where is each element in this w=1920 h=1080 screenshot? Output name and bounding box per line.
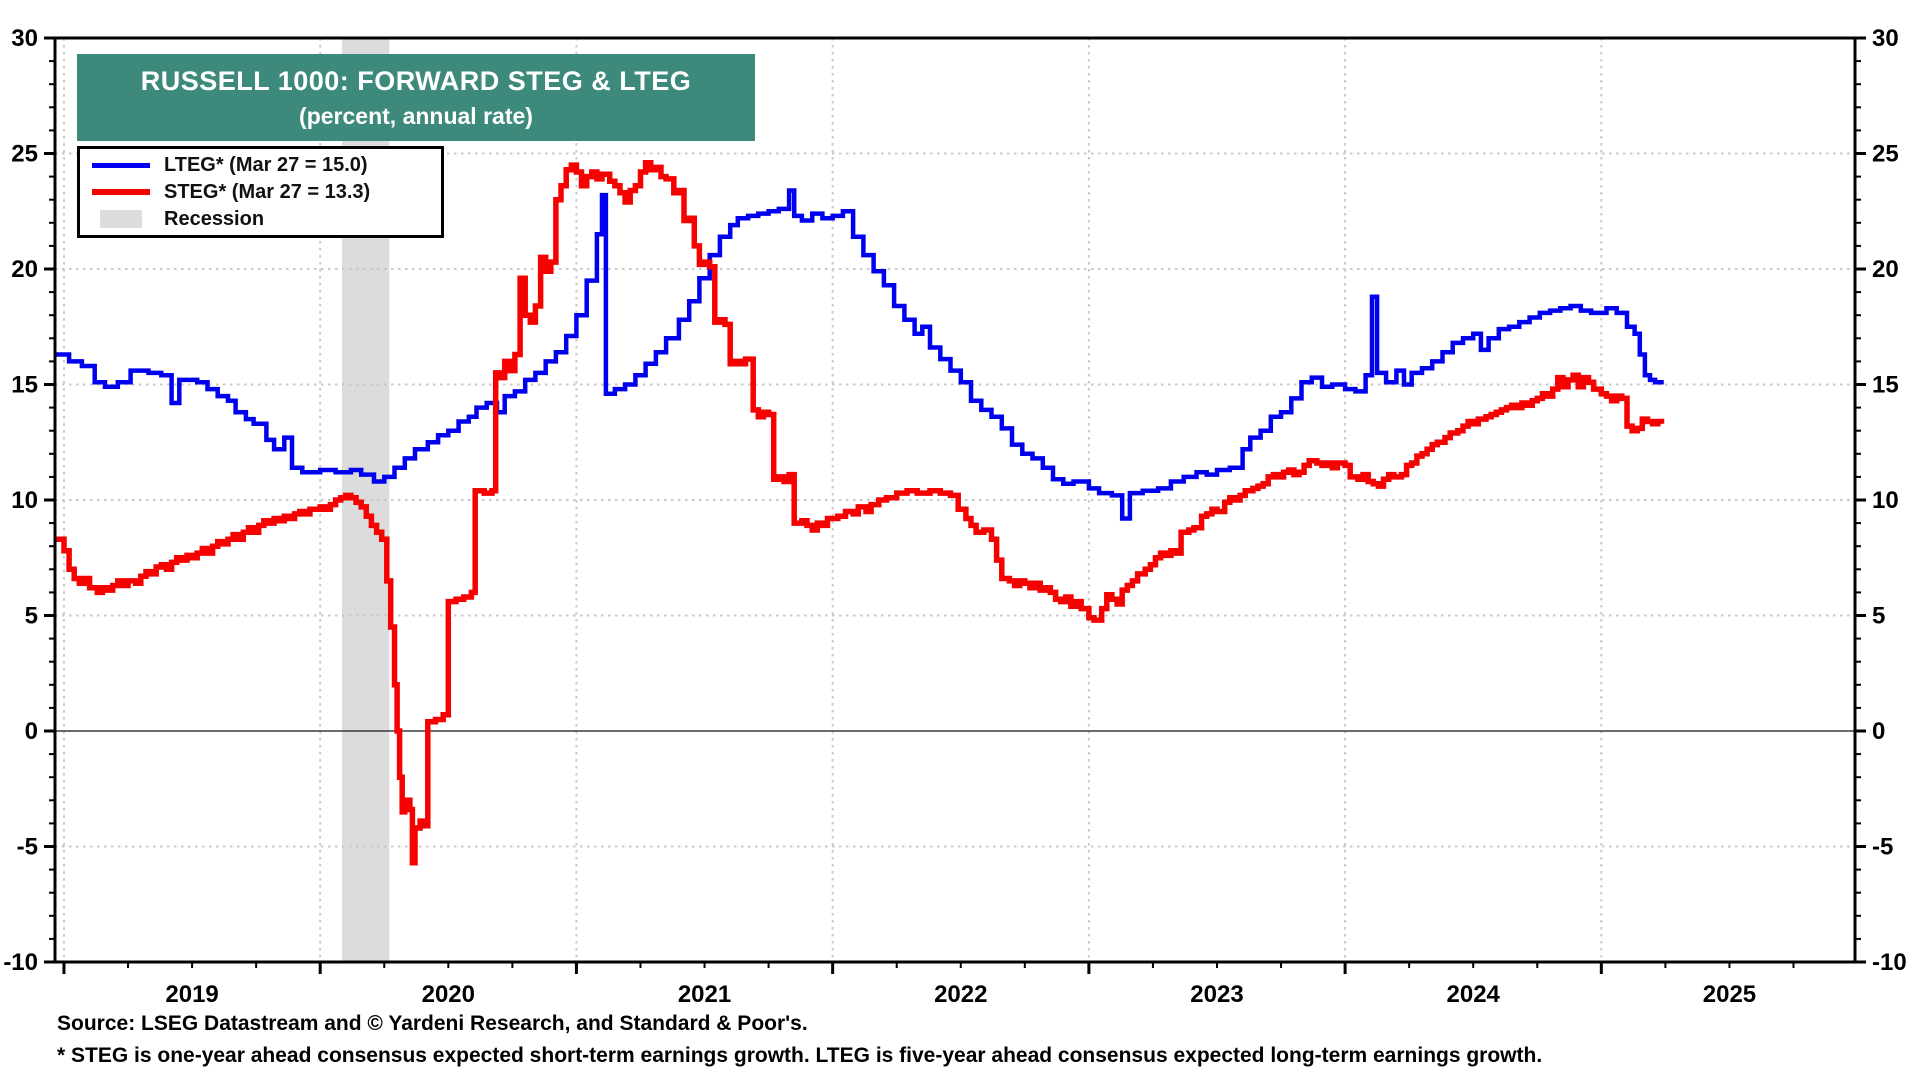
- x-axis-year-label: 2022: [934, 981, 987, 1008]
- x-axis-year-label: 2024: [1447, 981, 1501, 1008]
- y-axis-tick-label-left: 10: [11, 487, 38, 514]
- y-axis-tick-label-right: 0: [1872, 718, 1885, 745]
- y-axis-tick-label-right: 15: [1872, 372, 1899, 399]
- y-axis-tick-label-left: 0: [25, 718, 38, 745]
- y-axis-tick-label-left: 15: [11, 372, 38, 399]
- legend-item-recession: Recession: [80, 206, 441, 232]
- steg-line: [56, 159, 1665, 866]
- chart-subtitle: (percent, annual rate): [299, 102, 533, 129]
- x-axis-year-label: 2023: [1190, 981, 1243, 1008]
- y-axis-tick-label-right: 30: [1872, 25, 1899, 52]
- y-axis-tick-label-left: 30: [11, 25, 38, 52]
- y-axis-tick-label-right: -10: [1872, 949, 1907, 976]
- lteg-line-swatch-icon: [92, 162, 150, 168]
- lteg-line: [56, 188, 1664, 521]
- chart-title: RUSSELL 1000: FORWARD STEG & LTEG: [140, 65, 692, 96]
- legend-label-steg: STEG* (Mar 27 = 13.3): [164, 180, 371, 203]
- footnote: * STEG is one-year ahead consensus expec…: [57, 1044, 1543, 1067]
- x-axis-year-label: 2021: [678, 981, 731, 1008]
- y-axis-tick-label-left: -10: [3, 949, 38, 976]
- x-axis-year-label: 2019: [165, 981, 218, 1008]
- steg-line-swatch-icon: [92, 189, 150, 195]
- steg-line-icon: [92, 189, 150, 195]
- y-axis-tick-label-right: 20: [1872, 256, 1899, 283]
- legend-item-lteg: LTEG* (Mar 27 = 15.0): [80, 152, 441, 178]
- y-axis-tick-label-right: 25: [1872, 141, 1899, 168]
- chart-title-banner: RUSSELL 1000: FORWARD STEG & LTEG (perce…: [77, 54, 755, 141]
- legend: LTEG* (Mar 27 = 15.0) STEG* (Mar 27 = 13…: [77, 146, 444, 238]
- legend-label-lteg: LTEG* (Mar 27 = 15.0): [164, 153, 368, 176]
- y-axis-tick-label-left: 20: [11, 256, 38, 283]
- recession-swatch-icon: [92, 210, 150, 228]
- y-axis-tick-label-right: 5: [1872, 603, 1885, 630]
- x-axis-year-label: 2025: [1703, 981, 1756, 1008]
- x-axis-year-label: 2020: [422, 981, 475, 1008]
- y-axis-tick-label-left: 25: [11, 141, 38, 168]
- y-axis-tick-label-right: -5: [1872, 834, 1893, 861]
- legend-item-steg: STEG* (Mar 27 = 13.3): [80, 179, 441, 205]
- source-note: Source: LSEG Datastream and © Yardeni Re…: [57, 1012, 808, 1035]
- y-axis-tick-label-left: -5: [17, 834, 38, 861]
- y-axis-tick-label-left: 5: [25, 603, 38, 630]
- recession-box-icon: [100, 210, 142, 228]
- legend-label-recession: Recession: [164, 207, 265, 230]
- y-axis-tick-label-right: 10: [1872, 487, 1899, 514]
- lteg-line-icon: [92, 162, 150, 168]
